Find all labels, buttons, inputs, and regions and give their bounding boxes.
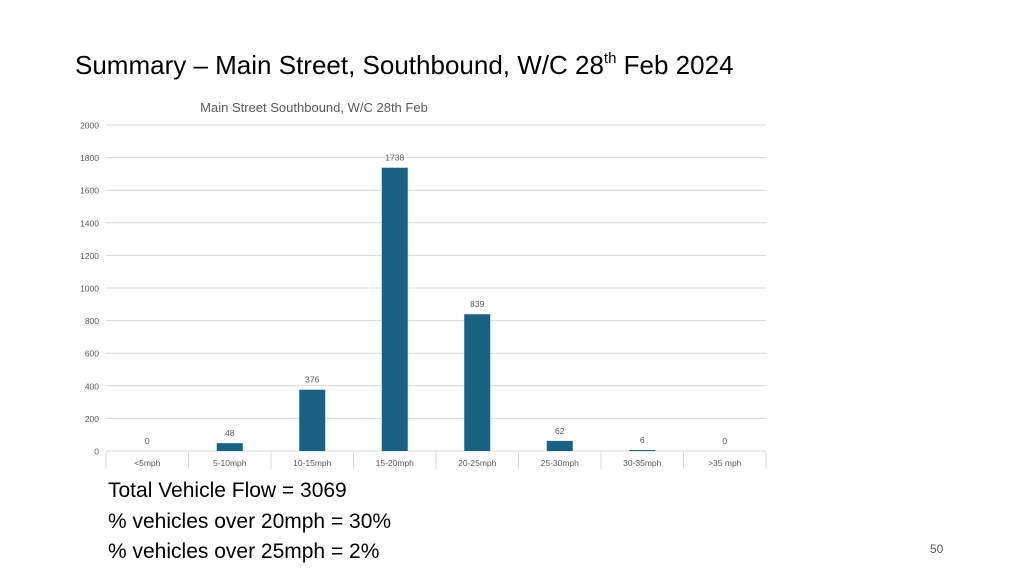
y-tick-label: 1800 (80, 153, 99, 163)
data-label: 48 (225, 428, 235, 438)
x-axis-ticks: <5mph 5-10mph 10-15mph 15-20mph 20-25mph 25-3… (105, 451, 767, 469)
data-label: 839 (470, 299, 484, 309)
bar-25-30mph (546, 440, 573, 451)
x-tick-label: 20-25mph (458, 458, 497, 468)
x-tick-label: >35 mph (708, 458, 742, 468)
data-label: 1738 (385, 153, 404, 163)
bar-20-25mph (464, 314, 491, 451)
bar-10-15mph (299, 389, 326, 451)
y-tick-label: 800 (85, 316, 99, 326)
slide-title-main: Summary – Main Street, Southbound, W/C 2… (75, 50, 604, 80)
y-tick-label: 1000 (80, 284, 99, 294)
x-tick-label: 5-10mph (213, 458, 247, 468)
y-tick-label: 200 (85, 414, 99, 424)
x-tick-label: 10-15mph (293, 458, 332, 468)
y-tick-label: 400 (85, 381, 99, 391)
y-tick-label: 1400 (80, 218, 99, 228)
summary-total-flow: Total Vehicle Flow = 3069 (108, 479, 347, 502)
data-labels: 0 48 376 1738 839 62 6 0 (145, 153, 728, 446)
slide-title: Summary – Main Street, Southbound, W/C 2… (75, 50, 734, 81)
data-label: 62 (555, 426, 565, 436)
slide-title-superscript: th (603, 50, 617, 67)
chart-title: Main Street Southbound, W/C 28th Feb (200, 100, 428, 115)
summary-over-20mph: % vehicles over 20mph = 30% (108, 510, 392, 533)
x-tick-label: <5mph (134, 458, 160, 468)
bar-30-35mph (629, 450, 656, 451)
y-tick-label: 1600 (80, 186, 99, 196)
y-tick-label: 2000 (80, 121, 99, 131)
data-label: 6 (640, 435, 645, 445)
bars (216, 167, 656, 451)
bar-5-10mph (216, 443, 243, 451)
y-tick-label: 1200 (80, 251, 99, 261)
y-tick-label: 0 (94, 447, 99, 457)
y-axis-ticks: 0 200 400 600 800 1000 1200 1400 1600 1800 2000 (80, 121, 99, 457)
summary-over-25mph: % vehicles over 25mph = 2% (108, 540, 380, 563)
x-tick-label: 30-35mph (623, 458, 662, 468)
data-label: 376 (305, 375, 319, 385)
x-tick-label: 25-30mph (541, 458, 580, 468)
data-label: 0 (145, 436, 150, 446)
page-number: 50 (930, 542, 944, 556)
gridlines (106, 124, 766, 452)
data-label: 0 (722, 436, 727, 446)
slide-title-end: Feb 2024 (616, 50, 734, 80)
x-tick-label: 15-20mph (376, 458, 415, 468)
y-tick-label: 600 (85, 349, 99, 359)
bar-15-20mph (381, 167, 408, 451)
